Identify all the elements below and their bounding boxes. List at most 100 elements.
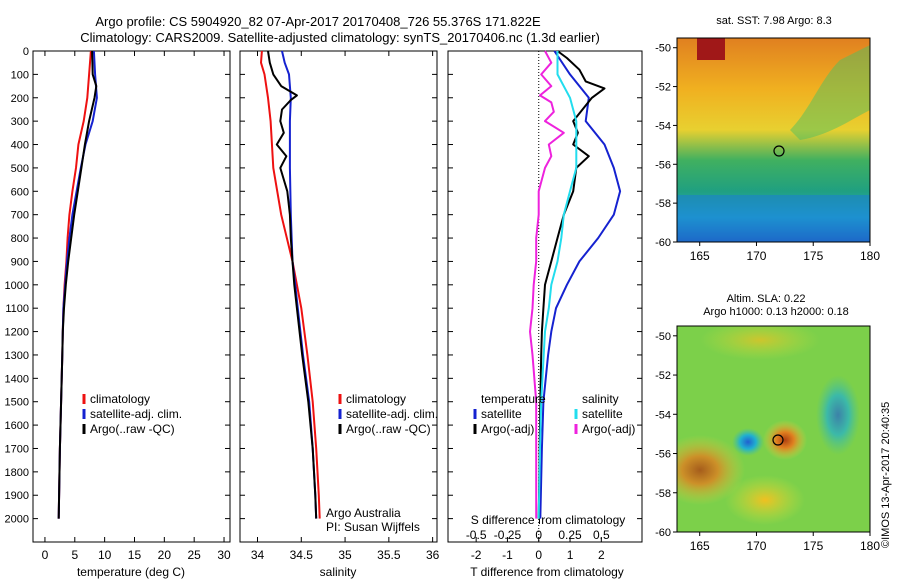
map-y-tick-label: -58 [655, 488, 671, 500]
x-tick-label: 1 [567, 548, 574, 562]
map-y-tick-label: -52 [655, 370, 671, 382]
difference-series-3 [529, 50, 565, 519]
x-tick-label: 2 [598, 548, 605, 562]
salinity-legend-label: satellite-adj. clim. [346, 407, 438, 421]
diff-temperature-legend-label: Argo(-adj) [481, 422, 534, 436]
x-tick-label-salinity: -0.5 [466, 528, 487, 542]
depth-tick-label: 700 [11, 210, 29, 222]
diff-temperature-legend-label: temperature [481, 392, 546, 406]
salinity-annotation-line2: PI: Susan Wijffels [326, 520, 420, 534]
salinity-legend-label: climatology [346, 392, 406, 406]
depth-tick-label: 500 [11, 163, 29, 175]
temperature-legend-label: satellite-adj. clim. [90, 407, 182, 421]
x-tick-label-salinity: -0.25 [494, 528, 522, 542]
diff-salinity-legend-label: Argo(-adj) [582, 422, 635, 436]
sst-map-frame [676, 37, 871, 243]
depth-tick-label: 600 [11, 186, 29, 198]
diff-salinity-legend-label: satellite [582, 407, 623, 421]
x-tick-label: 34.5 [290, 548, 314, 562]
salinity-legend-label: Argo(..raw -QC) [346, 422, 431, 436]
sst-argo-marker [773, 145, 785, 157]
salinity-panel [239, 50, 438, 543]
depth-tick-label: 1500 [5, 397, 29, 409]
map-x-tick-label: 170 [746, 249, 766, 263]
temperature-axes-frame [32, 50, 231, 543]
map-y-tick-label: -58 [655, 198, 671, 210]
map-y-tick-label: -56 [655, 449, 671, 461]
depth-tick-label: 0 [23, 46, 29, 58]
x-tick-label: 0 [535, 548, 542, 562]
salinity-series-1 [281, 50, 318, 519]
map-y-tick-label: -54 [655, 409, 671, 421]
depth-tick-label: 1300 [5, 350, 29, 362]
sst-front [790, 45, 870, 140]
x-tick-label: 5 [71, 548, 78, 562]
depth-tick-label: 200 [11, 93, 29, 105]
temperature-xlabel: temperature (deg C) [77, 565, 185, 579]
salinity-xlabel: salinity [320, 565, 357, 579]
sla-high-center [763, 420, 807, 460]
x-tick-label: 35 [338, 548, 352, 562]
sla-high-north [700, 326, 820, 360]
map-x-tick-label: 175 [803, 539, 823, 553]
depth-tick-label: 1200 [5, 327, 29, 339]
map-x-tick-label: 180 [860, 539, 880, 553]
sla-map: Altim. SLA: 0.22 Argo h1000: 0.13 h2000:… [655, 293, 880, 553]
x-tick-label: -1 [502, 548, 513, 562]
map-x-tick-label: 165 [690, 539, 710, 553]
x-tick-label: 36 [426, 548, 440, 562]
sla-low-east [816, 375, 860, 455]
depth-tick-label: 1800 [5, 467, 29, 479]
depth-tick-label: 400 [11, 140, 29, 152]
depth-tick-label: 100 [11, 69, 29, 81]
x-tick-label: -2 [471, 548, 482, 562]
depth-tick-label: 2000 [5, 514, 29, 526]
map-x-tick-label: 180 [860, 249, 880, 263]
map-y-tick-label: -50 [655, 331, 671, 343]
map-y-tick-label: -52 [655, 82, 671, 94]
salinity-axes-frame [239, 50, 438, 543]
x-tick-label: 30 [217, 548, 231, 562]
sst-map-title: sat. SST: 7.98 Argo: 8.3 [716, 15, 832, 27]
x-tick-label: 15 [128, 548, 142, 562]
depth-tick-label: 800 [11, 233, 29, 245]
difference-series-0 [539, 50, 622, 519]
map-y-tick-label: -54 [655, 120, 671, 132]
map-y-tick-label: -50 [655, 43, 671, 55]
x-tick-label-salinity: 0.25 [558, 528, 582, 542]
map-x-tick-label: 165 [690, 249, 710, 263]
temperature-panel [32, 50, 231, 543]
imos-stamp: ©IMOS 13-Apr-2017 20:40:35 [880, 402, 892, 548]
temperature-series-2 [57, 50, 98, 519]
x-tick-label: 25 [188, 548, 202, 562]
sla-argo-marker [772, 434, 784, 446]
x-tick-label: 34 [251, 548, 265, 562]
temperature-series-0 [57, 50, 92, 519]
difference-series-1 [537, 50, 606, 519]
salinity-annotation-line1: Argo Australia [326, 506, 401, 520]
x-tick-label: 20 [158, 548, 172, 562]
x-tick-label: 0 [42, 548, 49, 562]
map-y-tick-label: -60 [655, 237, 671, 249]
sla-high-south [725, 475, 805, 525]
diff-salinity-legend-label: salinity [582, 392, 619, 406]
sst-cool-band [677, 195, 870, 242]
depth-tick-label: 1600 [5, 420, 29, 432]
salinity-series-2 [267, 50, 318, 519]
depth-tick-label: 1100 [5, 303, 29, 315]
depth-tick-label: 900 [11, 256, 29, 268]
temperature-legend-label: climatology [90, 392, 150, 406]
depth-tick-label: 1900 [5, 490, 29, 502]
x-tick-label: 35.5 [377, 548, 401, 562]
depth-tick-label: 1000 [5, 280, 29, 292]
temperature-series-1 [57, 50, 98, 519]
x-tick-label-salinity: 0.5 [593, 528, 610, 542]
x-tick-label: 10 [98, 548, 112, 562]
temperature-legend-label: Argo(..raw -QC) [90, 422, 175, 436]
sla-map-title-1: Altim. SLA: 0.22 [727, 293, 806, 305]
sla-low-center [732, 428, 764, 456]
title-line-2: Climatology: CARS2009. Satellite-adjuste… [80, 30, 600, 45]
difference-xlabel-top: S difference from climatology [471, 513, 626, 527]
map-y-tick-label: -56 [655, 159, 671, 171]
difference-xlabel: T difference from climatology [470, 565, 624, 579]
